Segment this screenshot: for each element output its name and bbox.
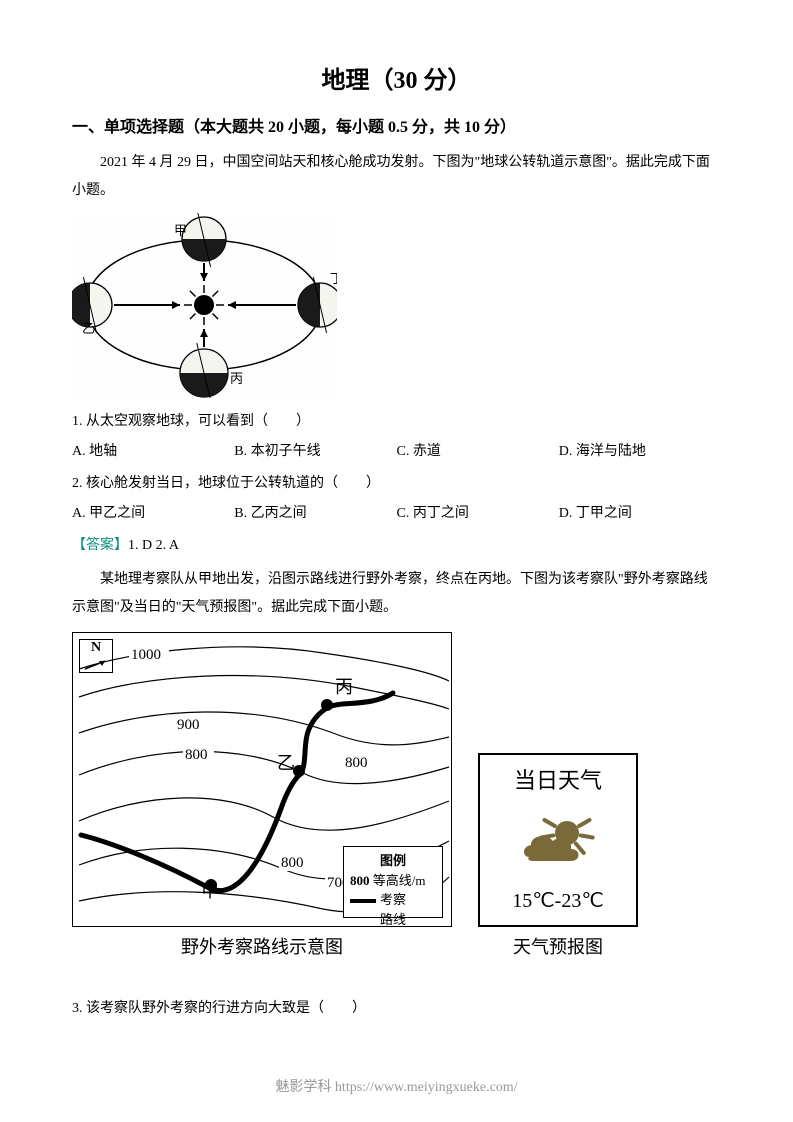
q2-opt-a: A. 甲乙之间	[72, 500, 234, 528]
svg-text:乙: 乙	[277, 753, 295, 773]
answer-text: 1. D 2. A	[128, 538, 179, 553]
legend-route-label1: 考察	[380, 892, 406, 907]
page-footer: 魅影学科 https://www.meiyingxueke.com/	[0, 1076, 793, 1096]
question-3: 3. 该考察队野外考察的行进方向大致是（ ）	[72, 995, 721, 1023]
topo-wrapper: 1000900800800800700甲乙丙 N 图例 800 等高线/m 考察…	[72, 632, 452, 959]
weather-title: 当日天气	[514, 763, 602, 795]
svg-text:甲: 甲	[201, 881, 219, 901]
north-label: N	[80, 640, 112, 657]
svg-text:丁: 丁	[330, 271, 337, 286]
weather-temp: 15℃-23℃	[512, 888, 604, 913]
topo-caption: 野外考察路线示意图	[181, 933, 343, 959]
legend-contour-val: 800	[350, 873, 370, 888]
legend-contour-label: 等高线/m	[373, 873, 426, 888]
map-legend: 图例 800 等高线/m 考察 路线	[343, 846, 443, 918]
svg-text:800: 800	[345, 755, 368, 771]
q2-opt-b: B. 乙丙之间	[234, 500, 396, 528]
svg-text:丙: 丙	[230, 371, 243, 386]
legend-row-route: 考察	[350, 890, 436, 910]
page-title: 地理（30 分）	[72, 60, 721, 95]
question-2-options: A. 甲乙之间 B. 乙丙之间 C. 丙丁之间 D. 丁甲之间	[72, 500, 721, 528]
legend-row-contour: 800 等高线/m	[350, 871, 436, 891]
q1-opt-a: A. 地轴	[72, 438, 234, 466]
weather-card: 当日天气 15℃-23℃	[478, 753, 638, 927]
svg-text:800: 800	[185, 747, 208, 763]
q1-opt-d: D. 海洋与陆地	[559, 438, 721, 466]
answer-block-1: 【答案】1. D 2. A	[72, 532, 721, 560]
legend-route-label2: 路线	[350, 910, 436, 928]
question-1-options: A. 地轴 B. 本初子午线 C. 赤道 D. 海洋与陆地	[72, 438, 721, 466]
question-2: 2. 核心舱发射当日，地球位于公转轨道的（ ）	[72, 470, 721, 498]
orbit-svg: 甲丁丙 乙	[72, 213, 337, 398]
q2-opt-c: C. 丙丁之间	[397, 500, 559, 528]
weather-icon	[513, 807, 603, 877]
legend-route-swatch-icon	[350, 899, 376, 903]
section-heading: 一、单项选择题（本大题共 20 小题，每小题 0.5 分，共 10 分）	[72, 113, 721, 137]
svg-text:丙: 丙	[335, 677, 353, 697]
north-arrow-icon	[81, 657, 111, 673]
q1-opt-b: B. 本初子午线	[234, 438, 396, 466]
svg-text:800: 800	[281, 855, 304, 871]
orbit-diagram: 甲丁丙 乙	[72, 213, 337, 398]
q1-opt-c: C. 赤道	[397, 438, 559, 466]
question-1: 1. 从太空观察地球，可以看到（ ）	[72, 408, 721, 436]
intro-paragraph-2: 某地理考察队从甲地出发，沿图示路线进行野外考察，终点在丙地。下图为该考察队"野外…	[72, 566, 721, 622]
north-indicator: N	[79, 639, 113, 673]
svg-text:900: 900	[177, 717, 200, 733]
svg-text:甲: 甲	[174, 223, 187, 238]
topo-map: 1000900800800800700甲乙丙 N 图例 800 等高线/m 考察…	[72, 632, 452, 927]
svg-text:乙: 乙	[82, 321, 95, 336]
svg-text:1000: 1000	[131, 647, 161, 663]
answer-label: 【答案】	[72, 538, 128, 553]
intro-paragraph-1: 2021 年 4 月 29 日，中国空间站天和核心舱成功发射。下图为"地球公转轨…	[72, 149, 721, 205]
weather-caption: 天气预报图	[513, 933, 603, 959]
q2-opt-d: D. 丁甲之间	[559, 500, 721, 528]
legend-title: 图例	[350, 851, 436, 871]
weather-wrapper: 当日天气 15℃-23℃ 天气预报图	[478, 753, 638, 959]
figures-row: 1000900800800800700甲乙丙 N 图例 800 等高线/m 考察…	[72, 632, 721, 959]
